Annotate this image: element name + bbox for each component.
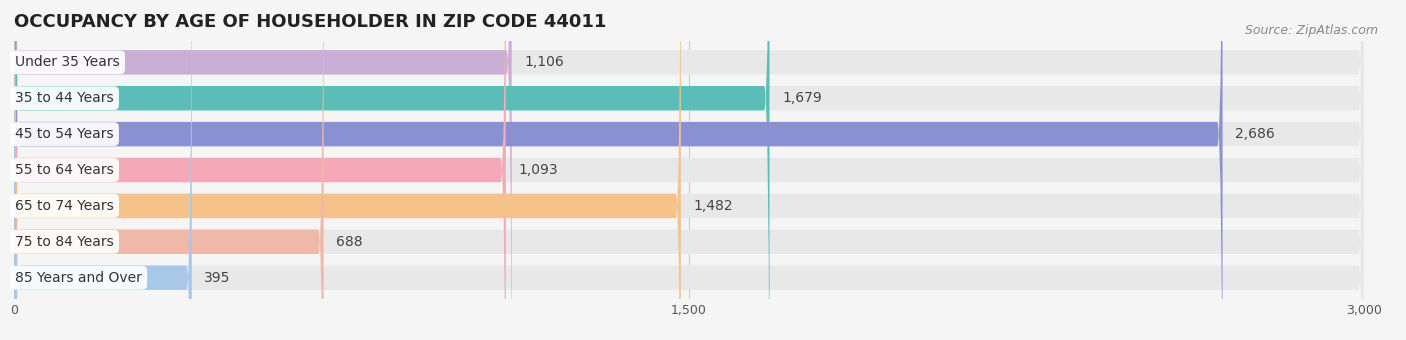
FancyBboxPatch shape	[14, 0, 681, 340]
Text: OCCUPANCY BY AGE OF HOUSEHOLDER IN ZIP CODE 44011: OCCUPANCY BY AGE OF HOUSEHOLDER IN ZIP C…	[14, 13, 606, 31]
Text: 85 Years and Over: 85 Years and Over	[15, 271, 142, 285]
FancyBboxPatch shape	[14, 0, 512, 340]
Text: 55 to 64 Years: 55 to 64 Years	[15, 163, 114, 177]
FancyBboxPatch shape	[14, 0, 769, 340]
FancyBboxPatch shape	[14, 0, 1364, 340]
Text: 2,686: 2,686	[1234, 127, 1275, 141]
FancyBboxPatch shape	[14, 0, 323, 340]
Text: 1,106: 1,106	[524, 55, 564, 69]
FancyBboxPatch shape	[14, 0, 191, 340]
Text: 1,482: 1,482	[693, 199, 733, 213]
Text: 45 to 54 Years: 45 to 54 Years	[15, 127, 114, 141]
Text: 688: 688	[336, 235, 363, 249]
Text: 75 to 84 Years: 75 to 84 Years	[15, 235, 114, 249]
FancyBboxPatch shape	[14, 0, 1364, 340]
FancyBboxPatch shape	[14, 0, 1364, 340]
FancyBboxPatch shape	[14, 0, 1223, 340]
Text: Under 35 Years: Under 35 Years	[15, 55, 120, 69]
FancyBboxPatch shape	[14, 0, 506, 340]
FancyBboxPatch shape	[14, 0, 1364, 340]
Text: 1,093: 1,093	[519, 163, 558, 177]
FancyBboxPatch shape	[14, 0, 1364, 340]
FancyBboxPatch shape	[14, 0, 1364, 340]
Text: 35 to 44 Years: 35 to 44 Years	[15, 91, 114, 105]
FancyBboxPatch shape	[14, 0, 1364, 340]
Text: 65 to 74 Years: 65 to 74 Years	[15, 199, 114, 213]
Text: Source: ZipAtlas.com: Source: ZipAtlas.com	[1244, 24, 1378, 37]
Text: 1,679: 1,679	[782, 91, 823, 105]
Text: 395: 395	[204, 271, 231, 285]
